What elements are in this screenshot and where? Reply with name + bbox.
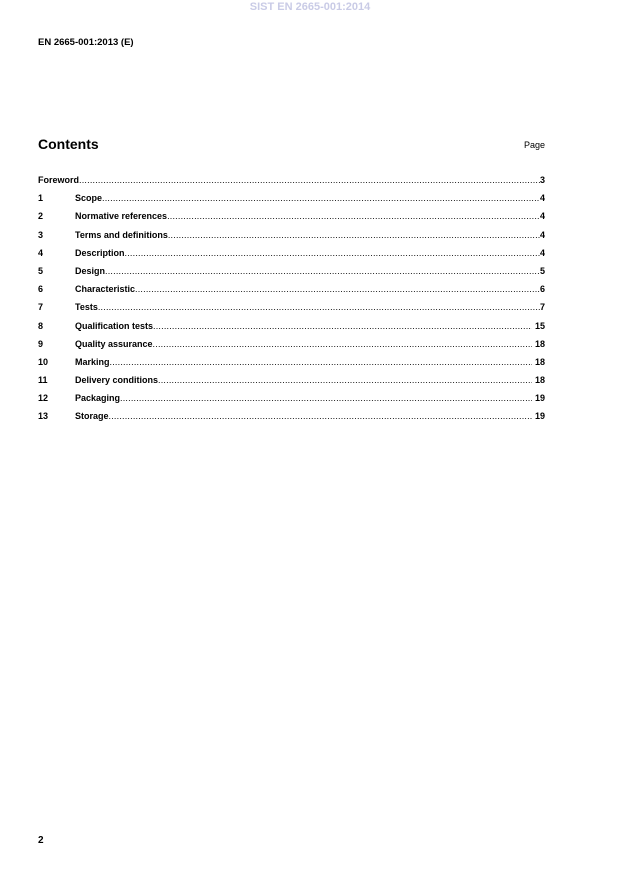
toc-entry[interactable]: 2 Normative references 4 <box>38 211 545 229</box>
contents-title: Contents <box>38 136 99 152</box>
toc-entry-title[interactable]: Quality assurance <box>75 338 153 349</box>
toc-entry[interactable]: Foreword 3 <box>38 175 545 193</box>
toc-entry[interactable]: 3 Terms and definitions 4 <box>38 230 545 248</box>
toc-entry-page: 19 <box>532 393 545 404</box>
toc-leader-dots <box>125 248 540 258</box>
toc-entry-page: 3 <box>539 175 545 185</box>
toc-entry-number: 11 <box>38 375 48 386</box>
toc-entry-number: 13 <box>38 411 49 422</box>
toc-entry-title[interactable]: Qualification tests <box>75 320 154 331</box>
toc-entry-page: 15 <box>532 320 545 331</box>
toc-entry-title[interactable]: Normative references <box>75 211 168 222</box>
toc-entry[interactable]: 5 Design 5 <box>38 266 545 284</box>
toc-leader-dots <box>109 411 533 421</box>
toc-leader-dots <box>167 211 540 221</box>
toc-entry[interactable]: 8 Qualification tests 15 <box>38 321 545 339</box>
toc-entry[interactable]: 9 Quality assurance 18 <box>38 339 545 357</box>
toc-entry-title[interactable]: Delivery conditions <box>75 375 159 386</box>
toc-entry-title[interactable]: Design <box>75 265 106 276</box>
toc-entry-page: 4 <box>539 247 545 258</box>
toc-leader-dots <box>120 393 532 403</box>
watermark: SIST EN 2665-001:2014 <box>249 1 371 13</box>
toc-entry-number: 7 <box>38 302 44 313</box>
toc-entry-number: 10 <box>38 356 49 367</box>
toc-entry-title[interactable]: Packaging <box>75 393 121 404</box>
toc-entry-number: 12 <box>38 393 49 404</box>
toc-entry-title[interactable]: Description <box>75 247 125 258</box>
toc-entry-number: 4 <box>38 247 44 258</box>
toc-entry-page: 4 <box>539 229 545 240</box>
toc-entry[interactable]: 7 Tests 7 <box>38 302 545 320</box>
toc-entry-page: 7 <box>539 302 545 313</box>
toc-leader-dots <box>110 357 533 367</box>
toc-leader-dots <box>105 266 540 276</box>
toc-leader-dots <box>153 339 533 349</box>
toc-leader-dots <box>168 230 540 240</box>
toc-entry-number: 3 <box>38 229 44 240</box>
toc-entry-number: 1 <box>38 193 44 204</box>
toc-entry-page: 4 <box>539 211 545 222</box>
toc-leader-dots <box>153 321 532 331</box>
toc-leader-dots <box>79 175 540 185</box>
toc-entry-title[interactable]: Marking <box>75 356 110 367</box>
toc-entry[interactable]: 10 Marking 18 <box>38 357 545 375</box>
toc-entry-title[interactable]: Characteristic <box>75 284 136 295</box>
toc-entry[interactable]: 6 Characteristic 6 <box>38 284 545 302</box>
toc-entry-page: 18 <box>532 338 545 349</box>
toc-leader-dots <box>102 193 540 203</box>
toc-leader-dots <box>98 302 540 312</box>
toc-entry[interactable]: 1 Scope 4 <box>38 193 545 211</box>
toc-entry[interactable]: 4 Description 4 <box>38 248 545 266</box>
toc-entry-number: 5 <box>38 265 44 276</box>
page-number: 2 <box>38 835 44 846</box>
toc-entry-title[interactable]: Terms and definitions <box>75 229 168 240</box>
document-id: EN 2665-001:2013 (E) <box>38 37 134 48</box>
toc-leader-dots <box>158 375 532 385</box>
toc-entry-title[interactable]: Foreword <box>38 175 80 185</box>
toc-entry-number: 6 <box>38 284 44 295</box>
toc-entry-number: 8 <box>38 320 44 331</box>
page-column-label: Page <box>523 140 545 150</box>
toc-leader-dots <box>135 284 540 294</box>
toc-entry[interactable]: 12 Packaging 19 <box>38 393 545 411</box>
toc-entry-page: 4 <box>539 193 545 204</box>
toc-entry-title[interactable]: Tests <box>75 302 98 313</box>
toc-entry-page: 18 <box>532 375 545 386</box>
toc-entry[interactable]: 13 Storage 19 <box>38 411 545 429</box>
toc-entry-number: 2 <box>38 211 44 222</box>
toc-entry-title[interactable]: Scope <box>75 193 103 204</box>
toc-entry-page: 5 <box>539 265 545 276</box>
toc-entry-page: 19 <box>532 411 545 422</box>
table-of-contents: Foreword 3 1 Scope 4 2 Normative references 4… <box>38 175 545 430</box>
toc-entry-page: 6 <box>539 284 545 295</box>
toc-entry[interactable]: 11 Delivery conditions 18 <box>38 375 545 393</box>
toc-entry-title[interactable]: Storage <box>75 411 109 422</box>
toc-entry-number: 9 <box>38 338 44 349</box>
toc-entry-page: 18 <box>532 356 545 367</box>
